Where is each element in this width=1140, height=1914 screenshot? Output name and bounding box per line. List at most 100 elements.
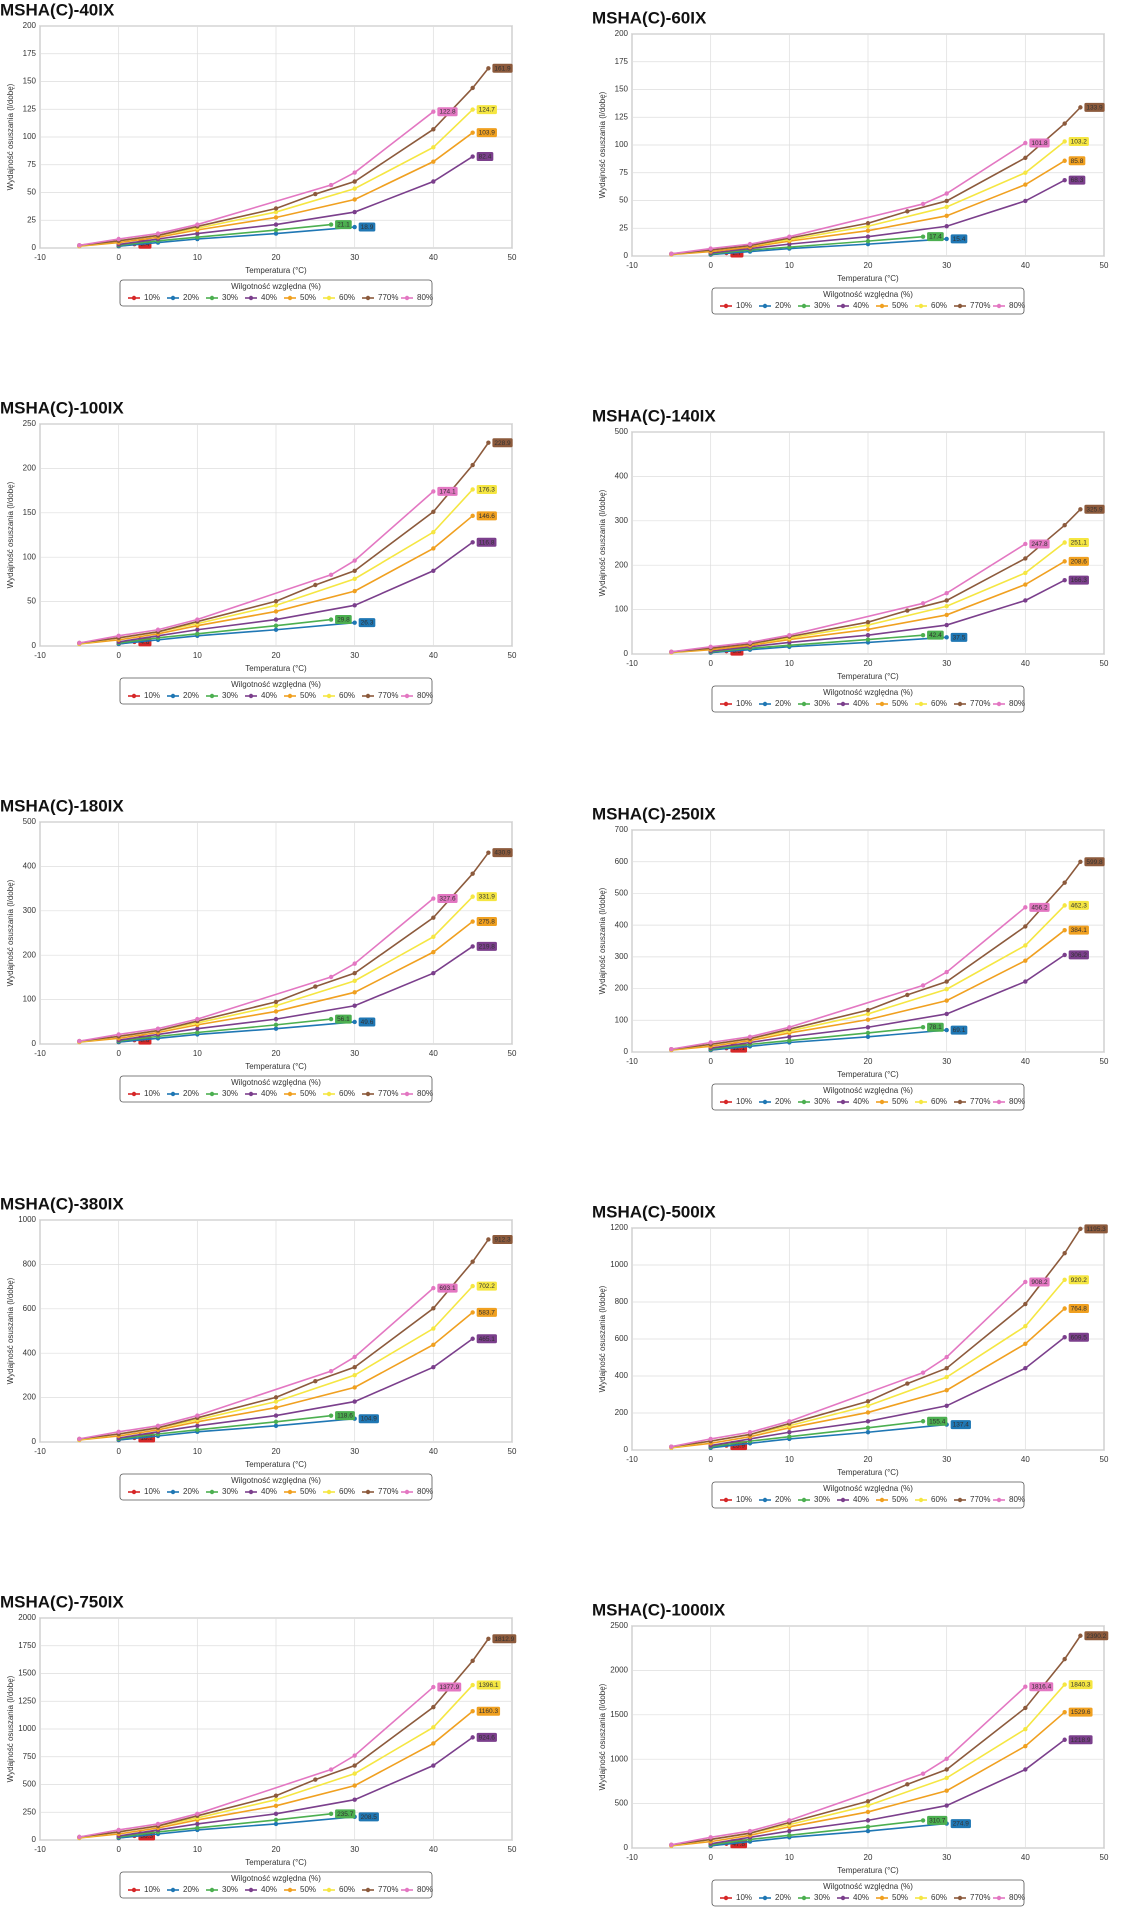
data-point [352, 576, 357, 582]
value-label-text: 37.5 [953, 634, 966, 641]
value-label: 235.7 [335, 1809, 356, 1819]
value-label-text: 1812.9 [494, 1636, 514, 1643]
data-point [787, 1828, 792, 1834]
value-label: 49.6 [358, 1017, 376, 1027]
data-point [431, 1684, 436, 1690]
data-point [944, 1403, 949, 1408]
legend-marker [879, 1099, 885, 1105]
x-axis-title: Temperatura (°C) [245, 1062, 307, 1071]
data-point [1023, 1767, 1028, 1772]
x-tick-label: 40 [429, 1845, 438, 1854]
value-label-text: 430.9 [494, 850, 511, 857]
data-point [470, 1336, 475, 1341]
data-point [352, 1364, 357, 1370]
value-label: 219.8 [476, 941, 497, 951]
legend-marker [404, 693, 410, 699]
x-tick-label: 30 [350, 1845, 359, 1854]
legend-label: 10% [144, 1089, 160, 1098]
x-tick-label: 0 [116, 1447, 121, 1456]
legend-box [711, 1083, 1025, 1111]
value-label-text: 251.1 [1071, 540, 1088, 547]
legend-label: 60% [931, 1097, 947, 1106]
data-point [1062, 158, 1067, 163]
legend-marker [365, 693, 371, 699]
legend-label: 20% [775, 1495, 791, 1504]
x-axis-title: Temperatura (°C) [837, 1070, 899, 1079]
data-point [944, 591, 949, 596]
legend-marker [801, 1497, 807, 1503]
value-label-bg [437, 1682, 462, 1692]
data-point [431, 970, 436, 976]
value-label: 908.2 [1029, 1277, 1050, 1287]
value-label: 208.5 [358, 1812, 379, 1822]
series-line [671, 929, 1066, 1051]
data-point [273, 627, 279, 632]
data-point [1062, 1709, 1067, 1715]
y-tick-label: 0 [32, 641, 37, 650]
value-label-bg [476, 484, 497, 494]
legend-label: 80% [417, 293, 433, 302]
data-point [1062, 139, 1067, 144]
legend-marker [840, 1497, 846, 1503]
data-point [944, 635, 949, 640]
data-point [470, 1658, 475, 1664]
data-point [77, 1436, 82, 1442]
legend-marker [918, 1099, 924, 1105]
value-label: 1816.4 [1029, 1682, 1054, 1692]
value-label-bg [358, 222, 376, 232]
y-tick-label: 0 [624, 1047, 629, 1056]
y-tick-label: 300 [23, 906, 37, 915]
x-tick-label: 0 [708, 1057, 713, 1066]
chart-title: MSHA(C)-100IX [0, 398, 124, 417]
data-point [1062, 952, 1067, 958]
value-label-bg [927, 1416, 948, 1426]
data-point [328, 572, 334, 577]
data-point [352, 1763, 357, 1768]
value-label-bg [476, 892, 497, 902]
value-label: 912.3 [492, 1234, 513, 1244]
value-label-text: 36.3 [140, 1833, 153, 1840]
data-point [1062, 1737, 1067, 1742]
value-label-bg [927, 630, 944, 640]
data-point [273, 1811, 279, 1817]
data-point [1023, 570, 1028, 576]
data-point [708, 1436, 713, 1442]
x-tick-label: 50 [508, 253, 517, 262]
data-point [865, 1419, 871, 1424]
y-tick-label: 125 [23, 104, 37, 113]
value-label-text: 56.1 [337, 1016, 350, 1023]
legend-marker [170, 693, 176, 699]
legend-title: Wilgotność względna (%) [231, 680, 321, 689]
data-point [669, 1046, 674, 1052]
value-label-bg [927, 232, 944, 242]
legend-label: 40% [853, 1097, 869, 1106]
y-tick-label: 400 [23, 862, 37, 871]
data-point [1062, 540, 1067, 545]
data-point [352, 603, 357, 608]
value-label: 251.1 [1068, 538, 1089, 548]
value-label-text: 174.1 [439, 488, 456, 495]
value-label: 56.1 [335, 1014, 352, 1024]
data-point [905, 1782, 910, 1787]
data-point [431, 1725, 436, 1730]
data-point [747, 1034, 753, 1039]
value-label: 208.6 [1068, 556, 1089, 566]
value-label-bg [1068, 1304, 1089, 1314]
value-label-text: 82.4 [479, 154, 492, 161]
value-label-bg [492, 1234, 513, 1244]
y-axis-title: Wydajność osuszania (l/dobę) [6, 879, 15, 986]
data-point [273, 1803, 279, 1809]
value-label-bg [358, 1812, 379, 1822]
legend-marker [287, 1489, 293, 1495]
legend-label: 770% [970, 1893, 990, 1902]
data-point [944, 1011, 949, 1017]
x-tick-label: 10 [785, 261, 794, 270]
data-point [77, 243, 82, 248]
value-label: 85.8 [1068, 156, 1086, 166]
data-point [273, 1413, 279, 1418]
legend-marker [248, 1887, 254, 1893]
data-point [328, 974, 334, 980]
y-tick-label: 0 [32, 1835, 37, 1844]
data-point [431, 489, 436, 494]
